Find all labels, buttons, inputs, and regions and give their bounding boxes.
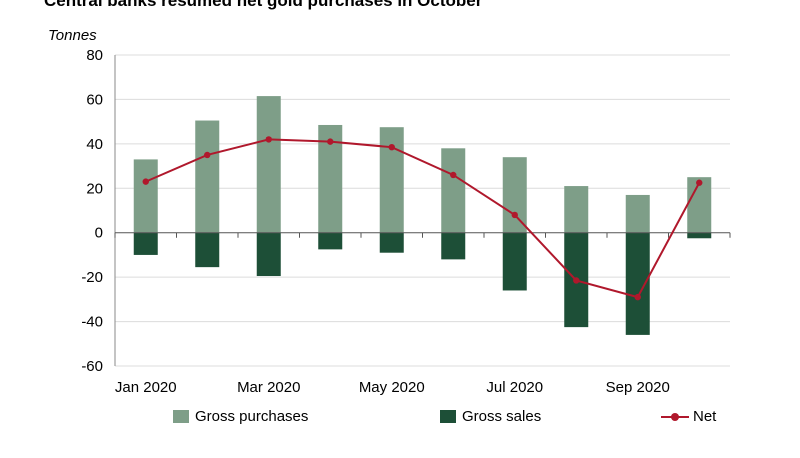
y-tick-label: 20 (86, 180, 103, 197)
bar-gross-purchases (441, 148, 466, 233)
legend-label-gross-purchases: Gross purchases (195, 408, 309, 425)
net-point (327, 138, 334, 145)
x-tick-label: Mar 2020 (237, 379, 300, 396)
net-point (696, 179, 703, 186)
gross-purchases-swatch (173, 410, 189, 423)
gross-sales-swatch (440, 410, 456, 423)
net-line-series (142, 136, 703, 301)
bar-gross-sales (379, 232, 404, 253)
net-line-icon (661, 410, 689, 423)
legend-label-gross-sales: Gross sales (462, 408, 542, 425)
legend-label-net: Net (693, 408, 717, 425)
chart-title: Central banks resumed net gold purchases… (44, 0, 483, 10)
net-point (204, 151, 211, 159)
net-line (145, 138, 701, 299)
bar-gross-sales (441, 232, 466, 260)
bar-gross-sales (502, 232, 527, 291)
y-tick-label: 40 (86, 136, 103, 153)
legend-item-gross-sales: Gross sales (440, 408, 541, 425)
legend-item-net: Net (661, 408, 716, 425)
bar-gross-purchases (687, 177, 712, 233)
bar-gross-purchases (195, 120, 220, 233)
bar-gross-sales (195, 232, 220, 268)
y-tick-label: 60 (86, 91, 103, 108)
x-tick-label: Jan 2020 (115, 379, 177, 396)
chart-plot: Tonnes 80 60 40 20 0 -20 -40 -60 Jan 2020 Mar 202… (48, 27, 731, 396)
x-tick-label: Sep 2020 (606, 379, 670, 396)
bar-gross-purchases (379, 127, 404, 233)
net-point (142, 178, 149, 185)
y-tick-label: -40 (81, 314, 103, 331)
bar-gross-purchases (133, 159, 158, 233)
bar-gross-sales (687, 232, 712, 239)
x-tick-label: Jul 2020 (486, 379, 543, 396)
net-point (265, 136, 272, 143)
bar-gross-sales (133, 232, 158, 255)
bar-gross-sales (625, 232, 650, 335)
y-axis-unit-label: Tonnes (48, 27, 97, 44)
legend: Gross purchases Gross sales Net (0, 408, 800, 432)
y-tick-label: -60 (81, 358, 103, 375)
bar-gross-purchases (502, 157, 527, 233)
net-point (573, 277, 580, 284)
bar-gross-purchases (564, 186, 589, 233)
y-tick-label: -20 (81, 269, 103, 286)
net-point (388, 143, 395, 151)
y-tick-label: 0 (95, 225, 103, 242)
bar-gross-sales (318, 232, 343, 250)
net-point (511, 211, 518, 219)
bar-gross-purchases (256, 96, 281, 233)
y-tick-label: 80 (86, 47, 103, 64)
bar-gross-purchases (625, 194, 650, 233)
bars (133, 96, 712, 335)
net-point (450, 171, 457, 179)
legend-item-gross-purchases: Gross purchases (173, 408, 308, 425)
net-point (634, 293, 641, 301)
bar-gross-sales (256, 232, 281, 277)
tick-labels: 80 60 40 20 0 -20 -40 -60 Jan 2020 Mar 2020 May 20… (81, 47, 670, 396)
x-tick-label: May 2020 (359, 379, 425, 396)
axes (114, 55, 731, 366)
